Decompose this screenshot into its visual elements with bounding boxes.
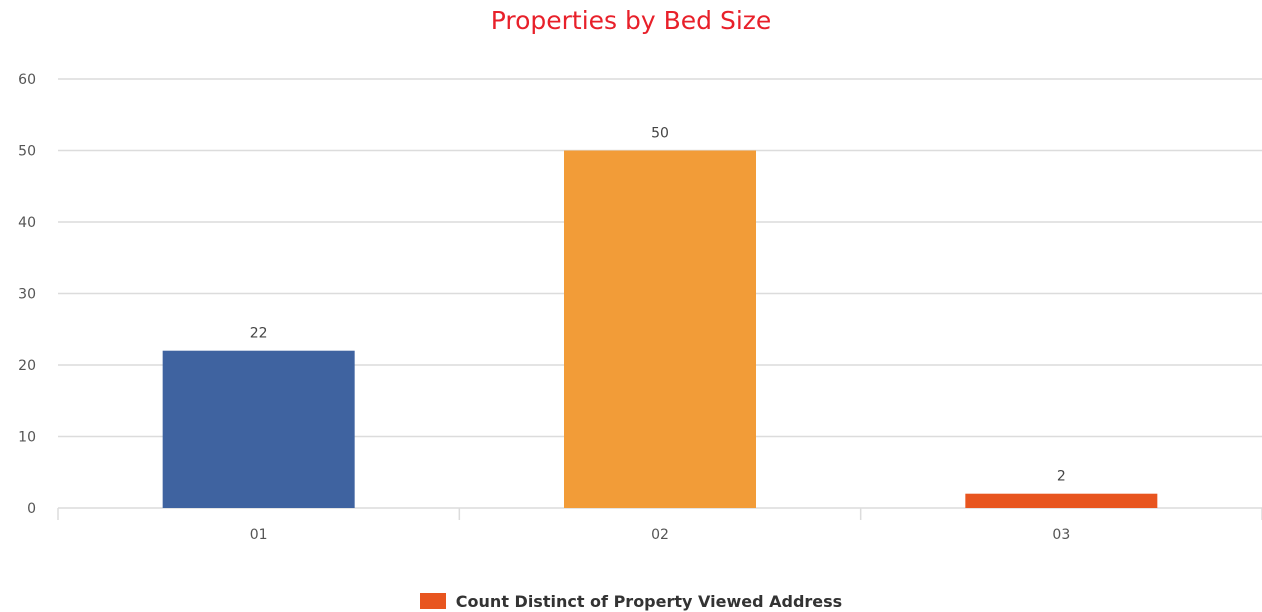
data-label: 2 [1057, 469, 1066, 485]
chart-title: Properties by Bed Size [490, 6, 772, 35]
y-tick-label: 30 [18, 287, 36, 303]
bar-01 [162, 350, 355, 508]
bar-03 [965, 493, 1158, 508]
plot-area: 0 10 20 30 40 50 60 22 01 50 02 2 03 [18, 72, 1262, 543]
data-label: 22 [250, 326, 268, 342]
y-tick-label: 10 [18, 430, 36, 446]
y-tick-label: 60 [18, 72, 36, 88]
y-tick-label: 40 [18, 215, 36, 231]
y-tick-label: 50 [18, 144, 36, 160]
x-tick-label: 02 [651, 527, 669, 543]
x-tick-label: 03 [1052, 527, 1070, 543]
y-tick-label: 0 [27, 501, 36, 517]
legend-label: Count Distinct of Property Viewed Addres… [455, 591, 843, 611]
legend[interactable]: Count Distinct of Property Viewed Addres… [0, 590, 1262, 612]
bar-02 [564, 150, 756, 508]
y-tick-label: 20 [18, 358, 36, 374]
legend-swatch [419, 593, 446, 609]
data-label: 50 [651, 126, 669, 142]
x-tick-label: 01 [250, 527, 268, 543]
